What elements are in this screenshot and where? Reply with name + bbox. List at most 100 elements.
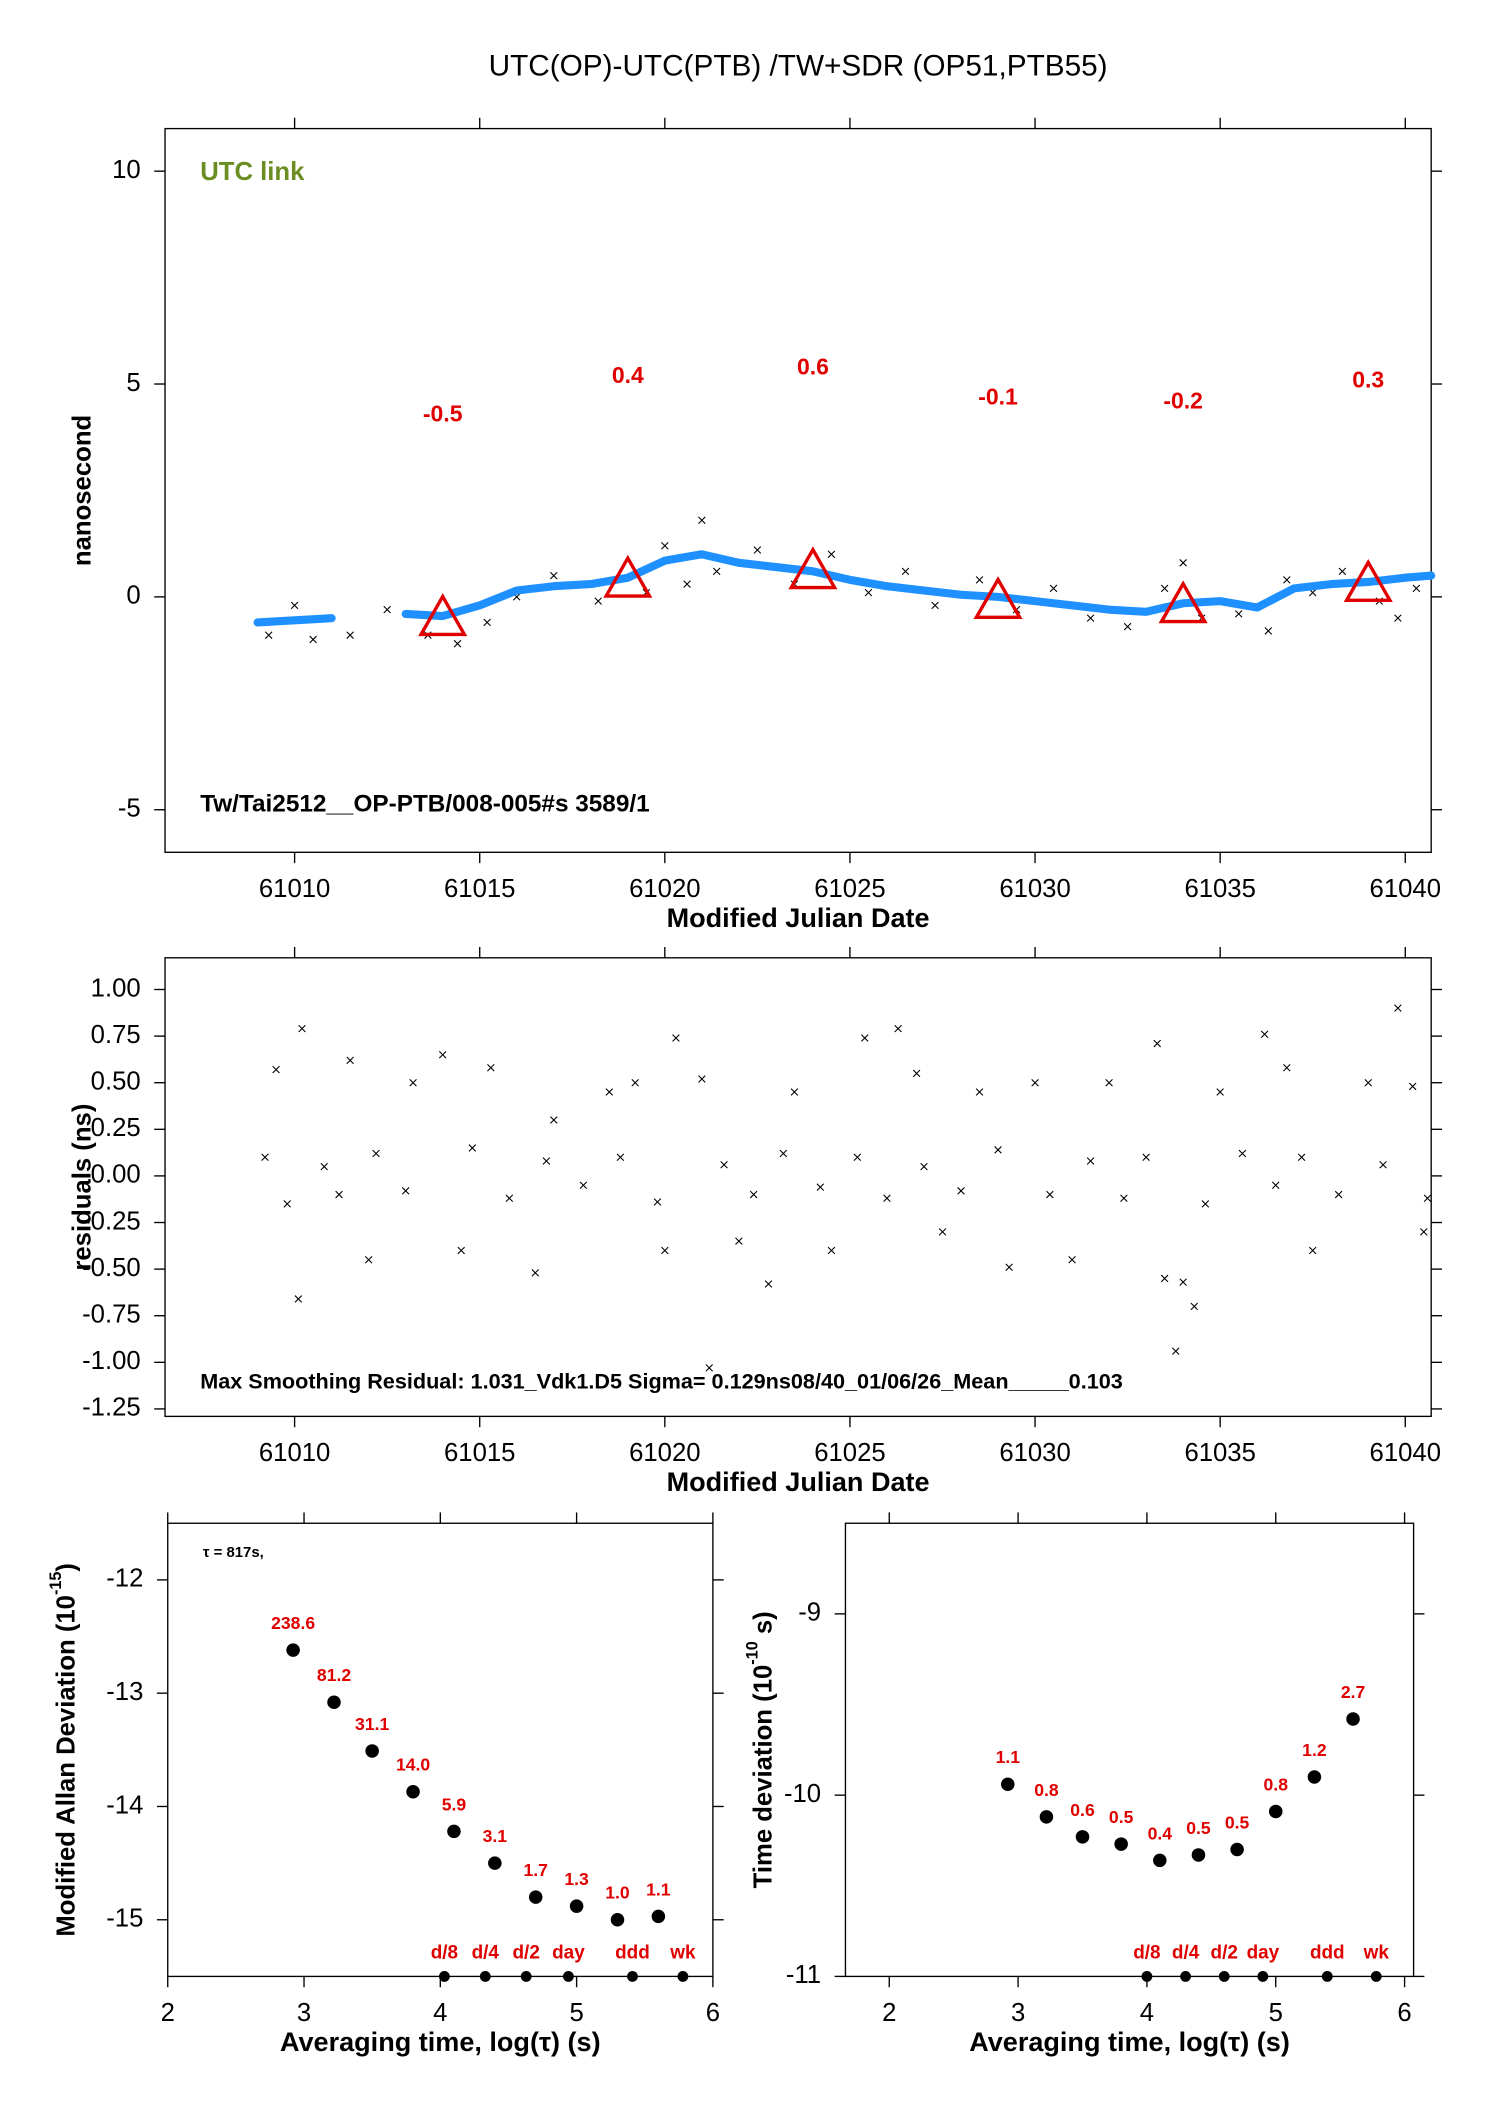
x-tick-label: 5: [1269, 1999, 1283, 2027]
point: [298, 1024, 306, 1033]
point: [283, 1200, 291, 1208]
y-tick-label: -12: [106, 1565, 143, 1593]
x-tick-label: 3: [297, 1999, 311, 2027]
point: [549, 571, 558, 580]
x-tick-label: 61040: [1370, 875, 1441, 903]
point: [1394, 1004, 1402, 1012]
point: [920, 1162, 928, 1171]
point: [468, 1144, 477, 1152]
point: [712, 567, 721, 576]
x-tick-label: 2: [161, 1999, 175, 2027]
dot: [528, 1890, 543, 1904]
averaging-marker-label: ddd: [1310, 1942, 1345, 1963]
y-tick-label: 0.00: [91, 1161, 141, 1189]
point: [272, 1065, 280, 1074]
y-tick-label: -11: [786, 1961, 821, 1989]
averaging-marker: [627, 1971, 638, 1982]
y-axis-label: Modified Allan Deviation (10-15): [47, 1563, 80, 1937]
y-axis-label: Time deviation (10-10 s): [744, 1611, 777, 1888]
dot-label: 0.4: [1148, 1823, 1173, 1843]
x-axis-label: Averaging time, log(τ) (s): [969, 2027, 1290, 2057]
chart-title: UTC(OP)-UTC(PTB) /TW+SDR (OP51,PTB55): [489, 50, 1108, 83]
point: [1308, 1246, 1317, 1255]
dot-label: 14.0: [396, 1755, 430, 1775]
point: [1105, 1078, 1113, 1087]
point: [549, 1116, 558, 1124]
x-tick-label: 61015: [444, 1439, 515, 1467]
point: [309, 635, 317, 644]
averaging-marker-label: d/2: [513, 1942, 540, 1963]
dot: [1307, 1770, 1322, 1784]
dot: [610, 1913, 625, 1927]
y-axis-label-exponent: -10: [744, 1641, 762, 1664]
triangle-marker: [603, 554, 653, 598]
dot: [1153, 1853, 1167, 1868]
point: [1171, 1347, 1180, 1355]
dot: [1346, 1712, 1360, 1726]
y-tick-label: 0.25: [91, 1114, 141, 1142]
averaging-marker-label: d/4: [472, 1942, 500, 1963]
point: [1423, 1194, 1432, 1203]
point: [264, 631, 273, 639]
point: [453, 639, 462, 648]
y-tick-label: -5: [118, 795, 141, 823]
point: [1216, 1088, 1224, 1096]
x-tick-label: 61030: [999, 1439, 1070, 1467]
y-tick-label: 0: [126, 582, 140, 610]
dot: [1075, 1830, 1090, 1844]
dot: [1230, 1842, 1244, 1857]
point: [1271, 1181, 1280, 1189]
x-tick-label: 61025: [814, 1439, 885, 1467]
averaging-marker: [520, 1971, 532, 1982]
dot-label: 0.6: [1070, 1800, 1095, 1820]
point: [1297, 1153, 1306, 1162]
point: [1123, 622, 1132, 631]
averaging-marker-label: wk: [669, 1942, 696, 1963]
point: [1379, 1160, 1387, 1169]
averaging-marker: [677, 1971, 689, 1982]
y-tick-label: -13: [106, 1678, 143, 1706]
point: [753, 546, 762, 554]
point: [1031, 1078, 1039, 1087]
dot-label: 81.2: [317, 1665, 351, 1685]
point: [531, 1269, 540, 1277]
point: [1086, 614, 1095, 622]
point: [779, 1149, 788, 1158]
averaging-marker-label: d/8: [431, 1942, 458, 1963]
averaging-marker: [1321, 1971, 1333, 1982]
point: [1160, 584, 1169, 593]
point: [372, 1149, 380, 1158]
y-tick-label: 0.50: [91, 1067, 141, 1095]
x-tick-label: 6: [706, 1999, 720, 2027]
x-tick-label: 61010: [259, 1439, 330, 1467]
point: [827, 1246, 836, 1255]
triangle-label: 0.6: [797, 353, 829, 379]
averaging-marker-label: ddd: [615, 1942, 650, 1963]
triangle-marker: [418, 593, 468, 637]
point: [605, 1088, 614, 1096]
point: [735, 1237, 743, 1245]
triangle-label: -0.2: [1163, 388, 1203, 414]
point: [749, 1190, 758, 1199]
averaging-marker: [1180, 1971, 1191, 1982]
x-tick-label: 3: [1011, 1999, 1025, 2027]
dot-label: 1.0: [605, 1883, 630, 1903]
x-axis-label: Modified Julian Date: [667, 903, 930, 933]
plot-frame: [164, 957, 1432, 1418]
point: [827, 550, 836, 559]
point: [698, 516, 706, 525]
y-axis-label-part: ): [52, 1563, 80, 1572]
point: [364, 1256, 373, 1264]
y-tick-label: 0.75: [91, 1021, 141, 1049]
point: [290, 601, 299, 610]
y-tick-label: -14: [106, 1791, 143, 1819]
dot: [447, 1824, 461, 1839]
point: [1046, 1190, 1054, 1199]
y-tick-label: -1.25: [82, 1394, 141, 1422]
averaging-marker-label: d/4: [1172, 1942, 1200, 1963]
y-tick-label: -10: [784, 1780, 821, 1808]
averaging-marker: [1141, 1971, 1153, 1982]
x-tick-label: 61030: [999, 875, 1070, 903]
y-axis-label: nanosecond: [69, 415, 97, 566]
averaging-marker: [438, 1971, 450, 1982]
